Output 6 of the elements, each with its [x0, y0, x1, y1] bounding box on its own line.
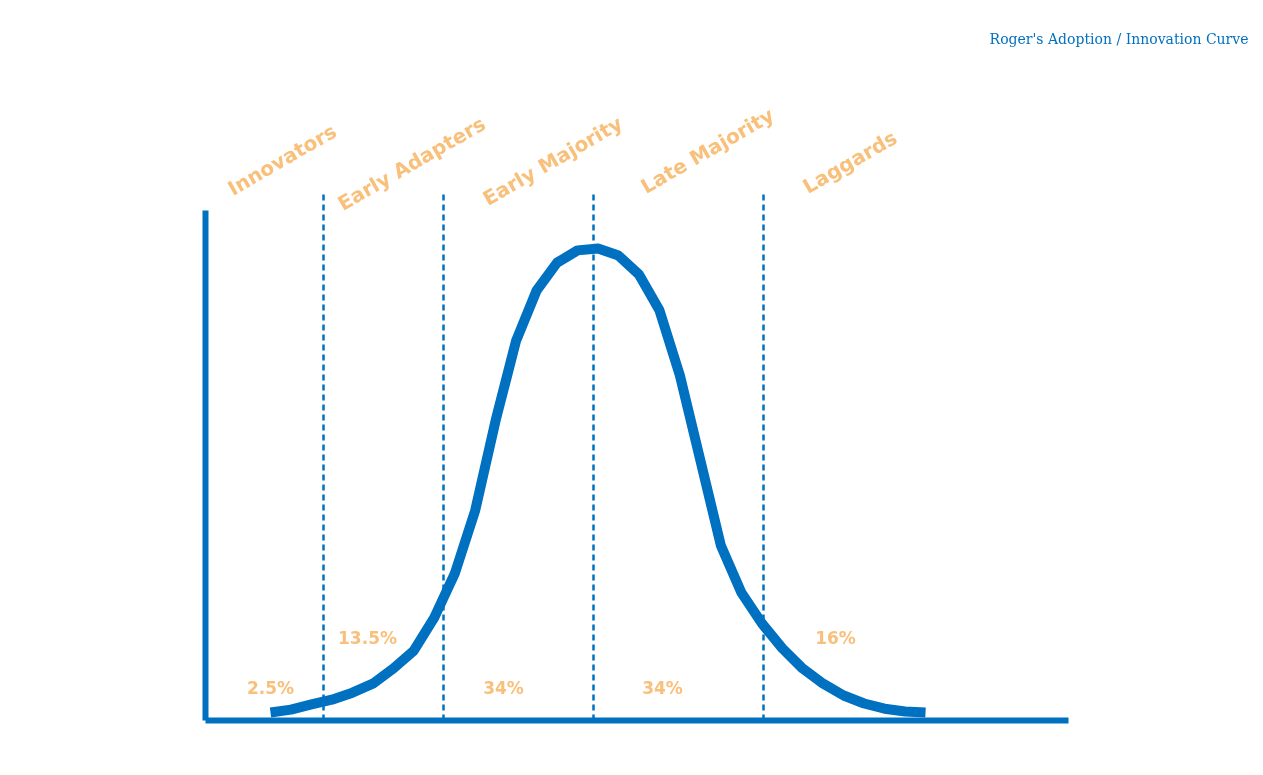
annotation: 34%	[483, 677, 524, 698]
text: Roger's Adoption / Innovation Curve	[989, 30, 1249, 47]
annotation: 13.5%	[338, 627, 397, 648]
annotation: 16%	[815, 627, 856, 648]
annotation: 34%	[642, 677, 683, 698]
annotation: 2.5%	[246, 677, 295, 698]
